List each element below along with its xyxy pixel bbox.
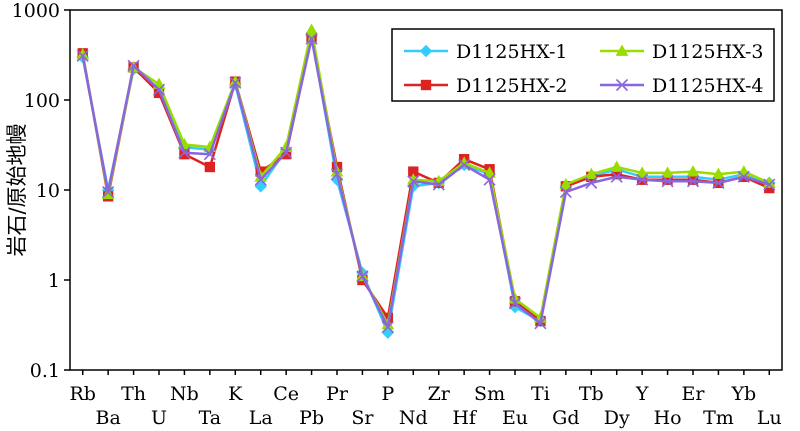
legend-label: D1125HX-2	[456, 75, 568, 97]
x-tick-label: Hf	[452, 407, 478, 429]
data-point	[152, 83, 166, 96]
series-D1125HX-4	[76, 32, 776, 334]
data-point	[712, 176, 725, 189]
legend-label: D1125HX-4	[652, 75, 764, 97]
x-tick-label: K	[228, 383, 243, 405]
x-tick-label: Th	[121, 383, 146, 405]
data-point	[661, 175, 674, 188]
data-point	[559, 185, 572, 199]
data-point	[305, 32, 318, 45]
legend-label: D1125HX-1	[456, 41, 568, 63]
legend-label: D1125HX-3	[652, 41, 764, 63]
data-point	[432, 178, 445, 191]
data-point	[763, 178, 776, 191]
data-point	[178, 146, 191, 159]
data-point	[610, 170, 623, 183]
data-point	[305, 23, 318, 35]
y-tick-label: 1000	[12, 0, 60, 22]
series-line	[81, 28, 770, 326]
x-tick-label: Yb	[730, 383, 756, 405]
data-point	[636, 173, 649, 186]
x-tick-label: Er	[682, 383, 706, 405]
x-tick-label: Nd	[399, 407, 428, 429]
data-point	[508, 297, 522, 310]
data-point	[737, 170, 750, 183]
x-tick-label: Rb	[69, 383, 95, 405]
legend-item: D1125HX-2	[404, 75, 568, 97]
data-point	[101, 187, 115, 200]
series-line	[81, 34, 770, 334]
data-point	[229, 76, 242, 89]
x-tick-label: Ce	[273, 383, 299, 405]
data-point	[280, 146, 293, 159]
x-tick-label: Pb	[299, 407, 324, 429]
data-point	[635, 166, 649, 178]
data-point	[584, 167, 598, 180]
y-tick-label: 1	[48, 270, 60, 292]
x-tick-label: Sr	[351, 407, 374, 429]
data-point	[615, 78, 629, 92]
legend-item: D1125HX-4	[600, 75, 764, 97]
x-tick-label: Y	[635, 383, 649, 405]
data-point	[686, 175, 700, 188]
data-point	[559, 178, 573, 190]
data-point	[419, 44, 433, 58]
data-point	[610, 160, 624, 172]
data-point	[420, 79, 432, 91]
x-tick-label: Tb	[579, 383, 604, 405]
x-tick-label: Zr	[428, 383, 451, 405]
y-tick-label: 10	[36, 180, 60, 202]
legend: D1125HX-1 D1125HX-3 D1125HX-2 D1125HX-4	[391, 28, 775, 102]
data-point	[534, 317, 547, 330]
data-point	[407, 175, 420, 188]
data-point	[330, 168, 344, 181]
x-tick-label: Gd	[552, 407, 579, 429]
data-point	[102, 185, 115, 199]
x-tick-label: Lu	[757, 407, 782, 429]
series-line	[81, 37, 770, 329]
data-point	[585, 176, 598, 189]
x-tick-label: La	[249, 407, 273, 429]
data-point	[76, 49, 89, 62]
x-tick-label: P	[381, 383, 394, 405]
data-point	[381, 320, 394, 334]
data-point	[712, 167, 725, 180]
x-tick-label: Ti	[531, 383, 550, 405]
x-tick-label: U	[151, 407, 167, 429]
x-tick-label: Eu	[502, 407, 528, 429]
data-point	[254, 173, 267, 186]
y-tick-label: 100	[24, 90, 60, 112]
data-point	[127, 59, 140, 72]
data-point	[661, 166, 674, 178]
data-point	[615, 44, 629, 56]
x-tick-label: Tm	[703, 407, 734, 429]
x-tick-label: Ho	[654, 407, 682, 429]
data-point	[686, 165, 700, 177]
data-point	[203, 148, 216, 161]
x-tick-label: Dy	[604, 407, 630, 429]
data-point	[204, 161, 216, 173]
y-axis-label: 岩石/原始地幔	[5, 123, 29, 256]
legend-item: D1125HX-3	[600, 41, 764, 63]
x-tick-label: Nb	[170, 383, 199, 405]
x-tick-label: Pr	[326, 383, 349, 405]
legend-box	[391, 28, 775, 102]
x-tick-label: Ta	[199, 407, 222, 429]
data-point	[458, 158, 471, 171]
data-point	[483, 173, 496, 186]
y-tick-label: 0.1	[30, 360, 60, 382]
x-tick-label: Ba	[95, 407, 120, 429]
data-point	[483, 166, 496, 178]
data-point	[356, 270, 369, 283]
x-tick-label: Sm	[474, 383, 505, 405]
legend-item: D1125HX-1	[404, 41, 568, 63]
